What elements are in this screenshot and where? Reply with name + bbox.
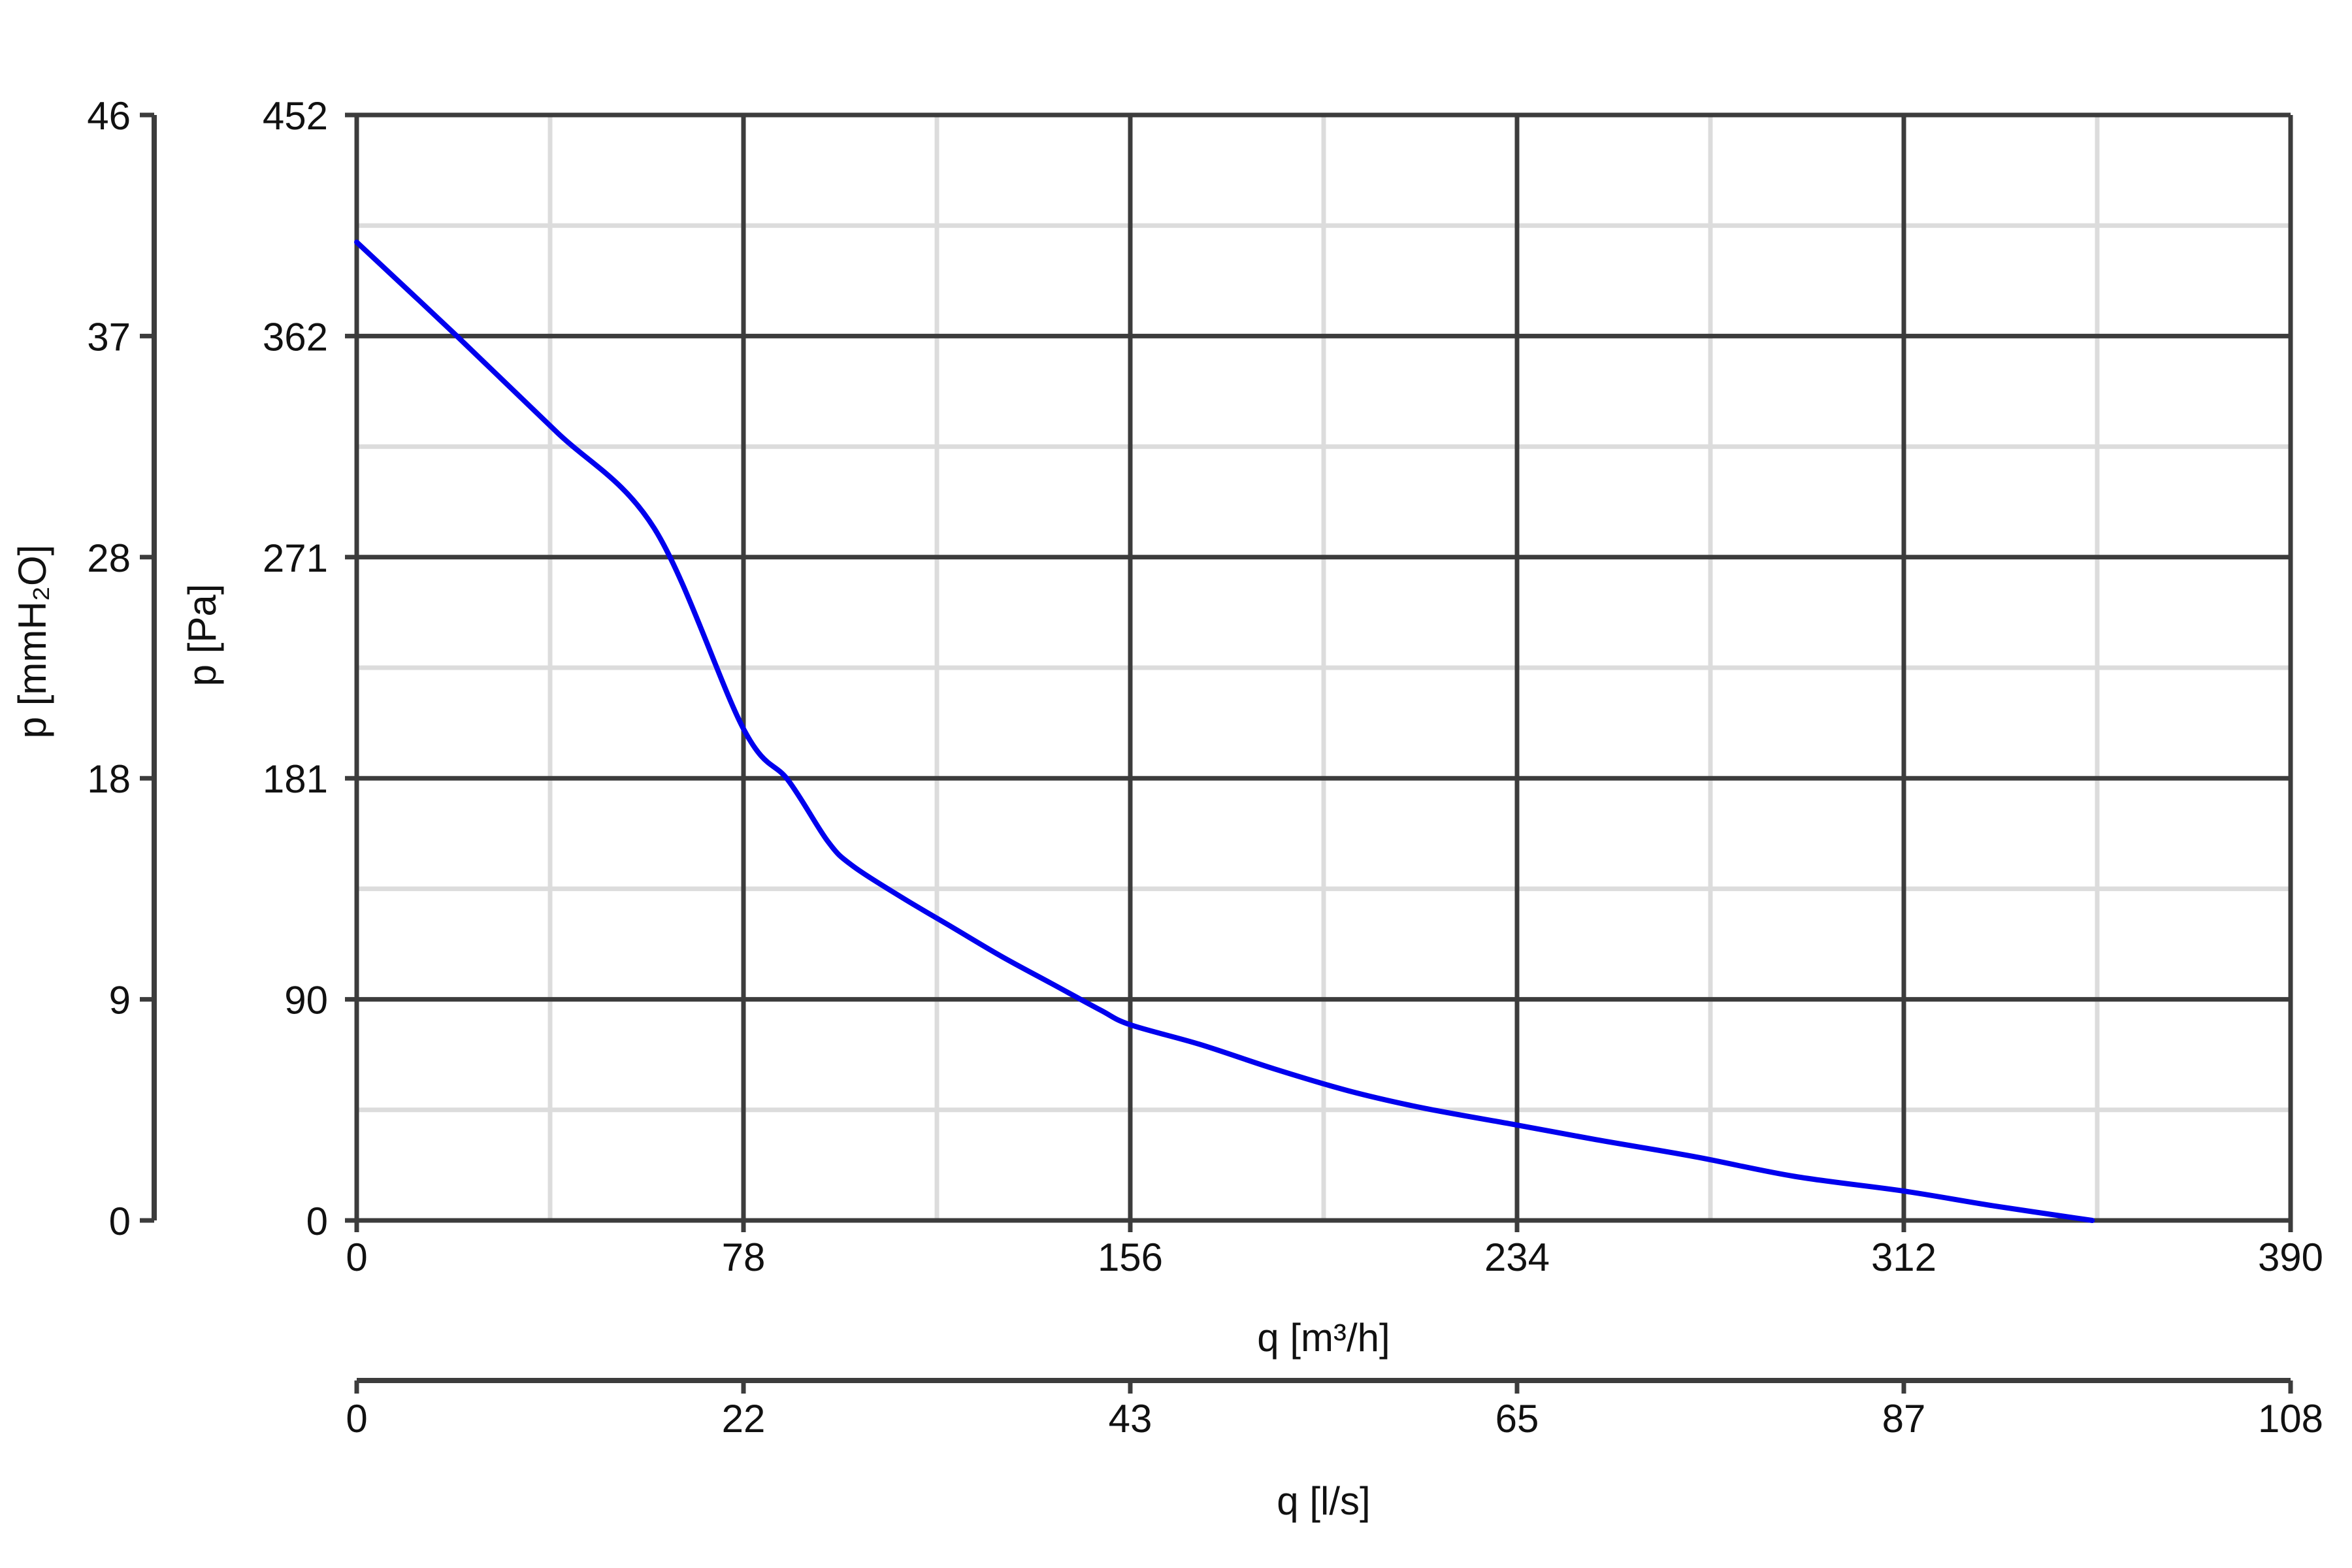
secondary-x-tick-label: 108 [2258,1397,2323,1441]
y-tick-label: 271 [263,536,328,580]
y-tick-label: 362 [263,315,328,359]
secondary-x-tick-label: 22 [722,1397,766,1441]
x-tick-label: 390 [2258,1235,2323,1279]
x-tick-label: 312 [1871,1235,1936,1279]
y-tick-label: 452 [263,94,328,138]
series-line-0 [354,239,2095,1223]
secondary-y-tick-label: 18 [87,757,131,801]
y-axis-title: p [Pa] [180,584,224,687]
x-axis-title: q [m³/h] [1257,1316,1390,1360]
secondary-y-tick-label: 28 [87,536,131,580]
minor-grid [357,115,2291,1220]
x-tick-label: 156 [1098,1235,1163,1279]
y-tick-label: 181 [263,757,328,801]
secondary-x-axis-title: q [l/s] [1277,1479,1370,1523]
secondary-x-tick-label: 87 [1882,1397,1926,1441]
x-tick-label: 234 [1484,1235,1550,1279]
series-layer [354,239,2095,1223]
x-tick-label: 0 [346,1235,367,1279]
y-tick-label: 0 [306,1200,328,1243]
secondary-y-tick-label: 9 [109,979,131,1022]
secondary-y-tick-label: 37 [87,315,131,359]
secondary-x-tick-label: 0 [346,1397,367,1441]
secondary-y-tick-label: 46 [87,94,131,138]
x-tick-label: 78 [722,1235,766,1279]
secondary-y-tick-label: 0 [109,1200,131,1243]
major-grid [354,112,2293,1223]
axes [140,112,2293,1394]
y-tick-label: 90 [284,979,328,1022]
secondary-y-axis-title: p [mmH₂O] [10,545,54,739]
secondary-x-tick-label: 65 [1495,1397,1539,1441]
secondary-x-tick-label: 43 [1109,1397,1152,1441]
